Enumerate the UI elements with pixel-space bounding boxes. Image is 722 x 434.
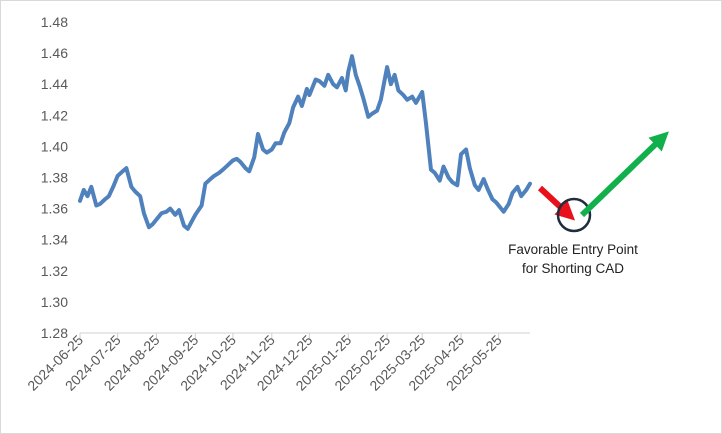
annotation-label-line1: Favorable Entry Point bbox=[508, 242, 638, 257]
y-tick-label: 1.38 bbox=[41, 170, 68, 186]
y-tick-label: 1.40 bbox=[41, 138, 68, 154]
y-tick-label: 1.48 bbox=[41, 14, 68, 30]
y-tick-label: 1.36 bbox=[41, 201, 68, 217]
series-layer bbox=[78, 54, 532, 231]
down-arrow-icon bbox=[537, 185, 576, 221]
annotation-label-line2: for Shorting CAD bbox=[522, 261, 624, 276]
y-tick-label: 1.42 bbox=[41, 107, 68, 123]
entry-point-circle bbox=[556, 197, 592, 233]
up-arrow-icon bbox=[579, 131, 669, 218]
y-tick-label: 1.46 bbox=[41, 45, 68, 61]
y-tick-label: 1.34 bbox=[41, 232, 68, 248]
series-line bbox=[78, 54, 532, 231]
x-axis: 2024-06-252024-07-252024-08-252024-09-25… bbox=[24, 332, 530, 394]
y-tick-label: 1.44 bbox=[41, 76, 68, 92]
y-axis: 1.28 1.30 1.32 1.34 1.36 1.38 1.40 1.42 1.44 1.46… bbox=[41, 14, 68, 341]
y-tick-label: 1.30 bbox=[41, 294, 68, 310]
annotation-layer: Favorable Entry Point for Shorting CAD bbox=[508, 131, 669, 276]
y-tick-label: 1.32 bbox=[41, 263, 68, 279]
y-tick-label: 1.28 bbox=[41, 325, 68, 341]
